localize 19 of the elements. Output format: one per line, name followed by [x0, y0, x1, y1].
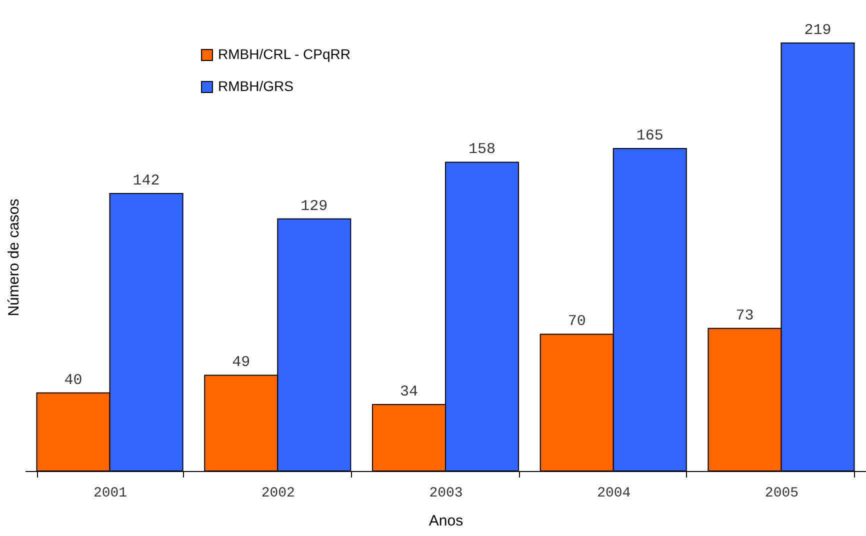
- x-tick-label: 2001: [93, 486, 128, 502]
- x-tick-label: 2003: [429, 486, 463, 502]
- data-label: 73: [736, 307, 754, 324]
- data-label: 129: [300, 198, 328, 215]
- data-label: 219: [804, 22, 832, 39]
- x-tick-label: 2005: [764, 486, 799, 502]
- data-label: 70: [568, 313, 586, 330]
- x-tick-label: 2002: [261, 486, 295, 502]
- x-tick-label: 2004: [597, 486, 631, 502]
- data-label: 142: [132, 172, 160, 190]
- data-label: 40: [64, 372, 82, 389]
- data-label: 49: [232, 354, 250, 372]
- legend-label: RMBH/GRS: [218, 78, 294, 94]
- legend-label: RMBH/CRL - CPqRR: [218, 46, 350, 62]
- data-label: 165: [636, 128, 664, 145]
- data-label: 158: [468, 141, 496, 158]
- x-axis-title: Anos: [428, 512, 464, 530]
- data-label: 34: [400, 384, 418, 401]
- y-axis-title: Número de casos: [6, 198, 22, 316]
